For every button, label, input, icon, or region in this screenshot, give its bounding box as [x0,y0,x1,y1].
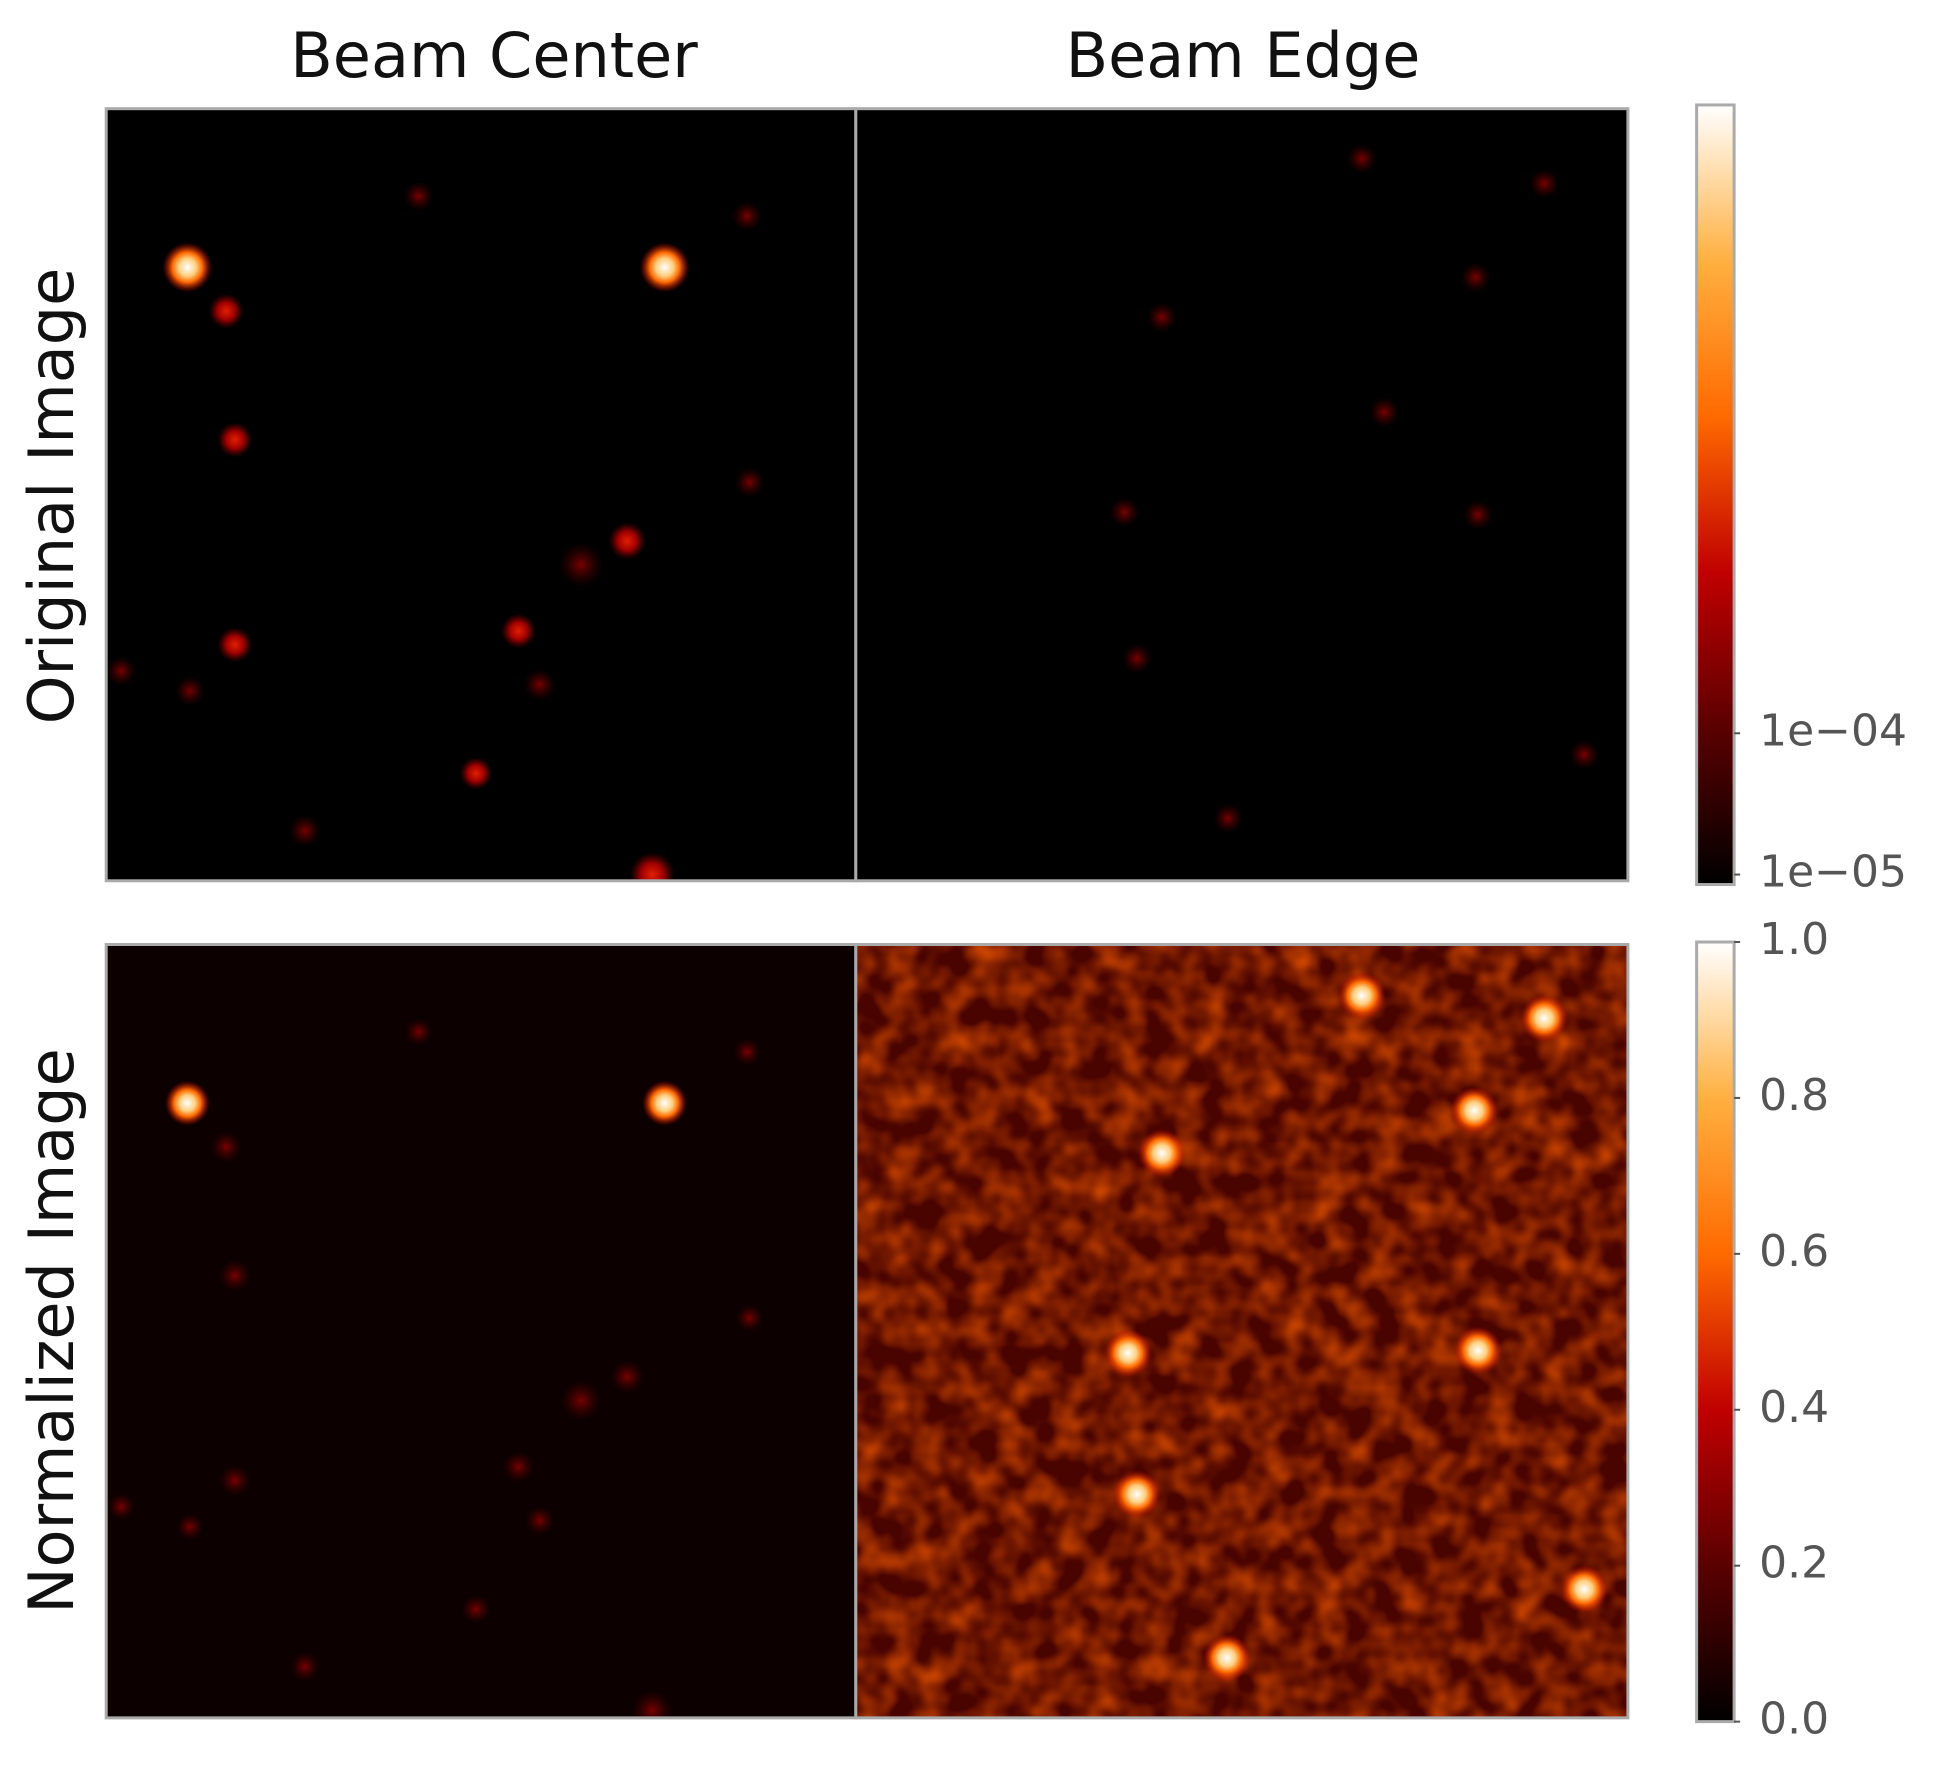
source [1450,1086,1499,1135]
image-panel [854,943,1630,1720]
source [1529,168,1560,199]
source [174,675,205,706]
row-title: Normalized Image [15,1048,88,1613]
colorbar-tick-label: 1e−05 [1759,847,1907,898]
source [642,1080,688,1126]
panel-frame [854,943,1630,1720]
image-background [855,108,1628,881]
colorbar-tick-label: 0.4 [1759,1382,1829,1433]
source [405,1018,433,1046]
colorbar-tick-label: 1e−04 [1759,705,1907,756]
source [560,1380,602,1421]
source [736,1304,764,1332]
image [106,108,856,881]
image-panel [104,943,858,1720]
image-background [106,108,856,881]
source [1112,1470,1161,1519]
image [855,944,1628,1718]
colorbar [1695,940,1736,1724]
source [1213,803,1244,834]
source [1109,497,1140,528]
source [162,242,213,293]
source [1346,143,1377,174]
noise [855,944,1628,1718]
image-panels [104,107,1630,1720]
row-title: Original Image [15,268,88,725]
source [403,181,434,212]
source [734,467,765,498]
source [639,242,690,293]
source [732,201,763,232]
source [502,1451,535,1483]
source [1104,1329,1153,1378]
source [629,852,675,881]
image-panel [854,107,1630,883]
source [461,1594,491,1624]
source [1202,1633,1251,1682]
source [500,613,536,649]
source [290,1652,320,1682]
source [107,1493,135,1521]
source [217,627,253,663]
source [106,655,137,686]
source [631,1690,673,1718]
source [610,1359,645,1394]
source [288,814,322,848]
source [1453,1326,1502,1375]
source [210,1131,242,1163]
source [208,293,244,329]
panel-frame [854,107,1630,883]
source [1137,1129,1186,1178]
source [1569,739,1600,770]
source [608,522,646,560]
colorbar-tick-label: 1.0 [1759,914,1829,965]
source [217,422,253,458]
column-title: Beam Center [290,19,698,92]
source [459,757,493,790]
source [1146,302,1177,333]
source [1369,397,1400,428]
source [176,1513,204,1541]
source [164,1080,210,1126]
image-panel [104,107,858,883]
source [1462,499,1493,530]
colorbar-tick-label: 0.2 [1759,1538,1829,1589]
source [1520,994,1569,1043]
colorbar-tick-label: 0.6 [1759,1226,1829,1277]
source [558,542,604,588]
image [106,944,856,1718]
colorbar-tick-label: 0.8 [1759,1070,1829,1121]
colorbar [1695,103,1736,887]
source [1121,643,1152,674]
source [219,1464,251,1497]
source [733,1038,761,1066]
source [523,668,556,701]
colorbar-tick-label: 0.0 [1759,1694,1829,1745]
column-title: Beam Edge [1066,19,1421,92]
image [855,108,1628,881]
source [525,1505,555,1536]
source [219,1259,251,1292]
source [1460,262,1491,293]
image-background [106,944,856,1718]
source [1337,971,1386,1020]
source [1560,1565,1609,1614]
